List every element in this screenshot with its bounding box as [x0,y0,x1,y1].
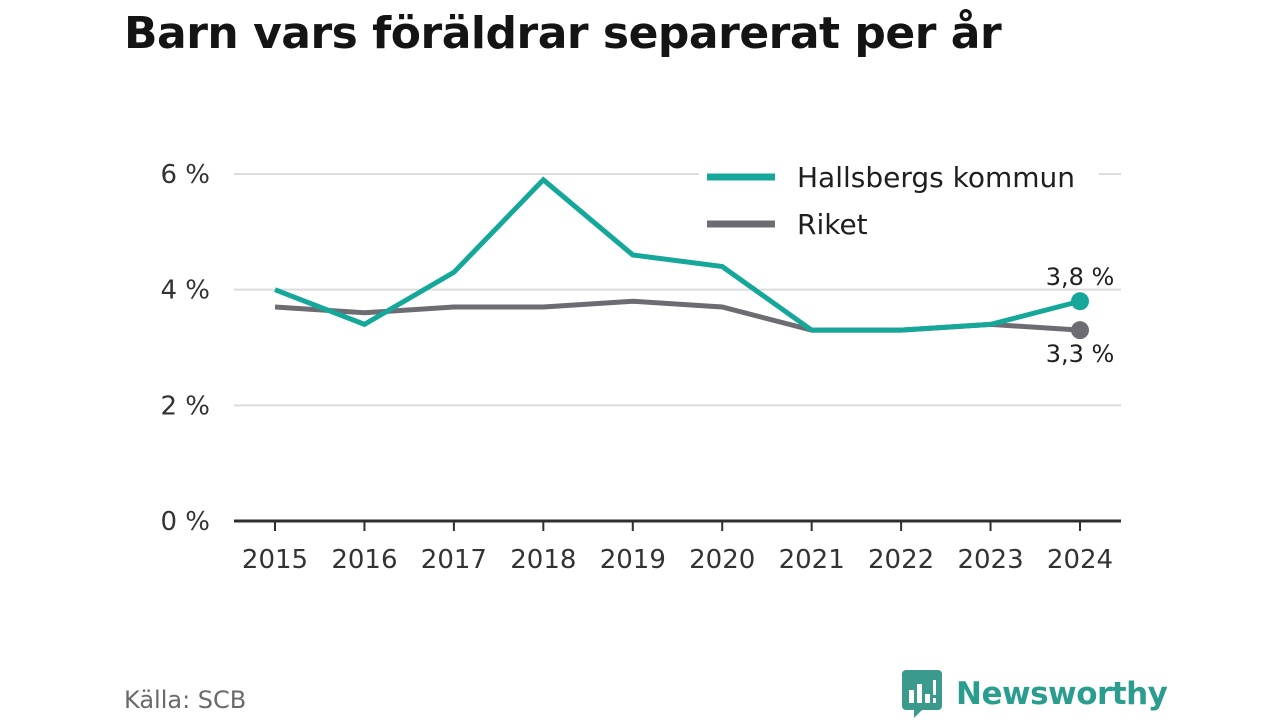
x-tick-label: 2022 [868,545,934,575]
brand-name: Newsworthy [956,676,1168,712]
x-tick-label: 2020 [689,545,755,575]
legend-label: Hallsbergs kommun [797,161,1075,194]
series-end-point [1071,321,1089,340]
end-labels: 3,8 % 3,3 % [1046,263,1115,368]
x-tick-label: 2021 [779,545,845,575]
x-tick-label: 2019 [600,545,666,575]
newsworthy-logo-icon [902,670,942,718]
x-axis-ticks: 2015 2016 2017 2018 2019 2020 2021 2022 2023 2024 [242,521,1113,575]
series-end-label: 3,3 % [1046,340,1115,368]
series-lines [274,176,1089,340]
y-tick-label: 4 % [160,276,210,306]
x-tick-label: 2018 [510,545,576,575]
series-end-label: 3,8 % [1046,263,1115,291]
series-end-point [1071,292,1089,311]
y-tick-label: 0 % [160,507,210,537]
x-tick-label: 2024 [1047,545,1113,575]
series-line [274,176,1081,333]
x-tick-label: 2015 [242,545,308,575]
source-note: Källa: SCB [124,686,247,714]
y-tick-label: 6 % [160,160,210,190]
chart-title: Barn vars föräldrar separerat per år [124,8,1002,59]
brand-logo: Newsworthy [902,670,1168,718]
y-axis-ticks: 0 % 2 % 4 % 6 % [160,160,210,537]
y-tick-label: 2 % [160,391,210,421]
x-tick-label: 2016 [331,545,397,575]
legend: Hallsbergs kommun Riket [699,153,1099,244]
legend-label: Riket [797,208,868,241]
x-tick-label: 2017 [421,545,487,575]
x-tick-label: 2023 [957,545,1023,575]
